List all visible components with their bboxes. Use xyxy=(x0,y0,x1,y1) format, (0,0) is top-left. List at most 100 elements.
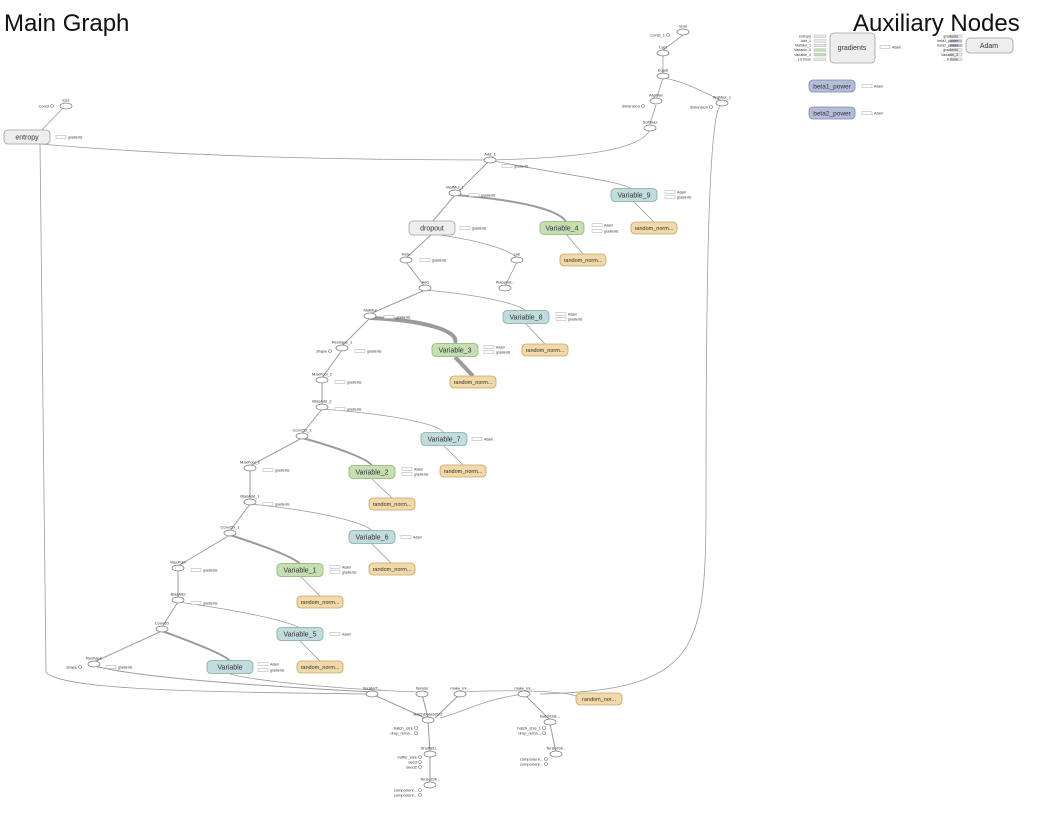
node-rn_v2[interactable]: random_norm... xyxy=(368,497,416,511)
matmul-gradients-stub[interactable]: gradients xyxy=(383,315,411,320)
op-reshape_1[interactable]: Reshape_1 xyxy=(332,340,353,352)
op-tensorsl_2[interactable]: TensorSli... xyxy=(546,746,566,758)
dropout-gradients-stub[interactable]: gradients xyxy=(459,226,487,231)
var1-gradients-stub[interactable]: gradients xyxy=(329,570,357,575)
node-adam-aux[interactable]: Adamgradientsbeta1_powerbeta2_powergradi… xyxy=(937,34,1014,61)
const-const_sum[interactable]: Const_1 xyxy=(650,32,670,37)
const-component_2[interactable]: component... xyxy=(394,792,422,797)
const-batch_size_2[interactable]: batch_size_1 xyxy=(517,725,546,730)
op-matmul_1[interactable]: MatMul_1 xyxy=(446,185,465,197)
const-component_3[interactable]: component... xyxy=(520,756,548,761)
op-biasadd_2[interactable]: BiasAdd_2 xyxy=(312,399,332,411)
node-variable[interactable]: Variable xyxy=(206,660,254,674)
var8-gradients-stub[interactable]: gradients xyxy=(555,317,583,322)
const-seed[interactable]: seed xyxy=(408,759,422,764)
var5-adam-stub[interactable]: Adam xyxy=(329,632,351,637)
op-maxpool_1[interactable]: MaxPool_1 xyxy=(240,460,261,472)
const-drop_rema_1[interactable]: drop_rema... xyxy=(390,730,418,735)
op-shuffle[interactable]: ShuffleD... xyxy=(421,746,440,758)
const-drop_rema_2[interactable]: drop_rema... xyxy=(518,730,546,735)
const-dimension_a[interactable]: dimension xyxy=(622,103,645,108)
var2-adam-stub[interactable]: Adam xyxy=(401,467,423,472)
op-argmax[interactable]: ArgMax xyxy=(649,93,663,105)
var2-gradients-stub[interactable]: gradients xyxy=(401,472,429,477)
op-iterator[interactable]: Iterator xyxy=(415,686,429,698)
node-gradients-aux[interactable]: gradients entropyAdd_1MatMul_1Variable_3V… xyxy=(794,32,876,64)
node-rn_v1[interactable]: random_norm... xyxy=(296,595,344,609)
node-variable_3[interactable]: Variable_3 xyxy=(431,343,479,357)
const-batch_size_1[interactable]: batch_size xyxy=(394,725,418,730)
node-dropout[interactable]: dropout xyxy=(408,220,456,236)
op-softmax[interactable]: Softmax xyxy=(643,120,658,132)
variable-gradients-stub[interactable]: gradients xyxy=(257,668,285,673)
node-variable_5[interactable]: Variable_5 xyxy=(276,627,324,641)
const-const_loss[interactable]: Const xyxy=(39,103,54,108)
node-rn_v9[interactable]: random_norm... xyxy=(630,221,678,235)
op-tensorsl_1[interactable]: TensorSli... xyxy=(420,777,440,789)
op-batchdataset[interactable]: BatchDatasetV2 xyxy=(414,712,444,724)
node-variable_2[interactable]: Variable_2 xyxy=(348,465,396,479)
const-shape_0[interactable]: shape xyxy=(66,664,82,669)
var3-gradients-stub[interactable]: gradients xyxy=(483,350,511,355)
var4-gradients-stub[interactable]: gradients xyxy=(591,229,619,234)
node-rn_v7[interactable]: random_norm... xyxy=(439,464,487,478)
node-variable_8[interactable]: Variable_8 xyxy=(502,310,550,324)
const-seed2[interactable]: seed2 xyxy=(406,764,422,769)
node-rn_nor[interactable]: random_nor... xyxy=(575,692,623,706)
node-rn_v3[interactable]: random_norm... xyxy=(449,375,497,389)
op-conv2d[interactable]: Conv2D xyxy=(155,621,170,633)
const-dimension_b[interactable]: dimension xyxy=(690,104,713,109)
op-sum[interactable]: Sum xyxy=(676,24,690,36)
node-rn_v0[interactable]: random_norm... xyxy=(296,660,344,674)
add1-gradients-stub[interactable]: gradients xyxy=(501,164,529,169)
op-conv2d_1[interactable]: Conv2D_1 xyxy=(221,525,241,537)
node-rn_v8[interactable]: random_norm... xyxy=(521,343,569,357)
op-sub[interactable]: sub xyxy=(510,252,524,264)
op-equal[interactable]: Equal xyxy=(656,68,670,80)
op-relu[interactable]: Relu xyxy=(399,252,413,264)
relu-gradients-stub[interactable]: gradients xyxy=(419,258,447,263)
gradients-adam-stub[interactable]: Adam xyxy=(879,45,901,50)
variable-adam-stub[interactable]: Adam xyxy=(257,662,279,667)
biasadd2-gradients-stub[interactable]: gradients xyxy=(334,407,362,412)
var8-adam-stub[interactable]: Adam xyxy=(555,312,577,317)
op-make_ini_1[interactable]: make_ini... xyxy=(450,686,470,698)
node-variable_4[interactable]: Variable_4 xyxy=(539,221,585,235)
var3-adam-stub[interactable]: Adam xyxy=(483,345,505,350)
var4-adam-stub[interactable]: Adam xyxy=(591,223,613,228)
node-beta1_power[interactable]: beta1_power xyxy=(808,79,856,93)
op-maxpool[interactable]: MaxPool xyxy=(170,560,186,572)
beta1-adam-stub[interactable]: Adam xyxy=(861,84,883,89)
biasadd1-gradients-stub[interactable]: gradients xyxy=(262,502,290,507)
const-buffer_size[interactable]: buffer_size xyxy=(398,754,422,759)
beta2-adam-stub[interactable]: Adam xyxy=(861,111,883,116)
op-loss[interactable]: loss xyxy=(59,98,73,110)
var7-adam-stub[interactable]: Adam xyxy=(471,437,493,442)
maxpool-gradients-stub[interactable]: gradients xyxy=(190,568,218,573)
op-argmax_1[interactable]: ArgMax_1 xyxy=(713,95,732,107)
node-variable_1[interactable]: Variable_1 xyxy=(276,563,324,577)
op-conv2d_2[interactable]: Conv2D_2 xyxy=(293,428,313,440)
node-entropy[interactable]: entropy xyxy=(3,129,51,145)
var1-adam-stub[interactable]: Adam xyxy=(329,565,351,570)
op-biasadd[interactable]: BiasAdd xyxy=(171,592,186,604)
entropy-gradients-stub[interactable]: gradients xyxy=(55,135,83,140)
op-reshape[interactable]: Reshape xyxy=(86,656,103,668)
node-rn_v6[interactable]: random_norm... xyxy=(368,562,416,576)
node-variable_9[interactable]: Variable_9 xyxy=(610,188,658,202)
node-variable_7[interactable]: Variable_7 xyxy=(420,432,468,446)
node-beta2_power[interactable]: beta2_power xyxy=(808,106,856,120)
biasadd-gradients-stub[interactable]: gradients xyxy=(190,601,218,606)
op-iteratorT[interactable]: IteratorT... xyxy=(363,686,381,698)
op-matmul[interactable]: MatMul xyxy=(363,308,377,320)
var9-gradients-stub[interactable]: gradients xyxy=(664,195,692,200)
node-variable_6[interactable]: Variable_6 xyxy=(348,530,396,544)
const-component_1[interactable]: component... xyxy=(394,787,422,792)
maxpool2-gradients-stub[interactable]: gradients xyxy=(334,380,362,385)
matmul1-gradients-stub[interactable]: gradients xyxy=(468,193,496,198)
var9-adam-stub[interactable]: Adam xyxy=(664,190,686,195)
op-cast[interactable]: Cast xyxy=(656,45,670,57)
reshape-gradients-stub[interactable]: gradients xyxy=(105,665,133,670)
op-placeholder[interactable]: Placehol... xyxy=(496,280,515,292)
